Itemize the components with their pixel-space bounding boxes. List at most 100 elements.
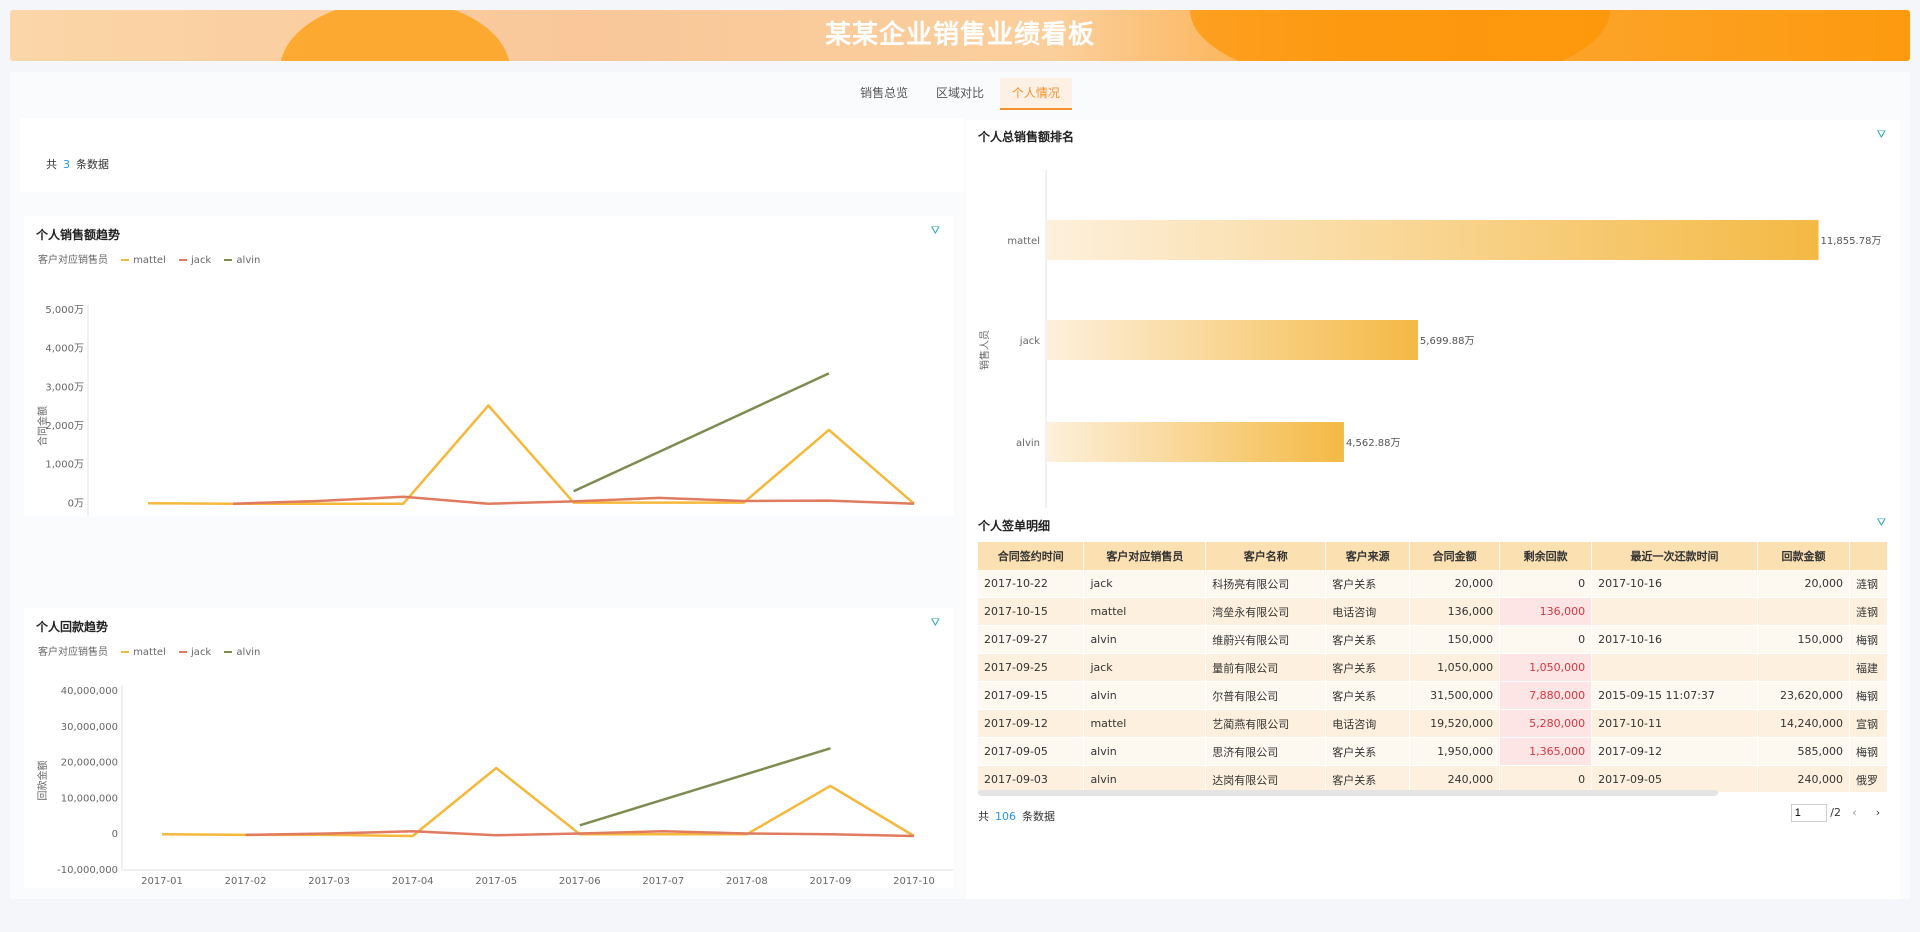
table-row[interactable]: 2017-09-05 alvin 思济有限公司 客户关系 1,950,000 1,365,…: [978, 737, 1888, 766]
table-cell: 2017-09-05: [978, 737, 1085, 766]
y-tick-label: -10,000,000: [57, 865, 118, 876]
column-header[interactable]: 合同签约时间: [978, 542, 1085, 570]
sales-trend-card: 个人销售额趋势 ⛛ 客户对应销售员 mattel jack alvin -1,0…: [24, 216, 954, 516]
pagination: /2 ‹ ›: [1790, 804, 1888, 822]
table-row[interactable]: 2017-09-25 jack 量前有限公司 客户关系 1,050,000 1,050,0…: [978, 653, 1888, 682]
y-tick-label: 2,000万: [45, 421, 84, 432]
column-header[interactable]: 合同金额: [1409, 542, 1501, 570]
detail-card: 个人签单明细 ⛛ 合同签约时间 客户对应销售员 客户名称 客户来源 合同金额 剩余回款 最近…: [966, 508, 1900, 899]
table-cell: 2017-09-27: [978, 625, 1085, 654]
table-cell: 达岗有限公司: [1205, 765, 1327, 792]
series-line-alvin: [579, 747, 831, 827]
y-tick-label: 40,000,000: [61, 686, 118, 697]
table-cell: 23,620,000: [1757, 681, 1850, 710]
table-cell: 240,000: [1757, 765, 1850, 792]
legend-item-mattel[interactable]: mattel: [121, 647, 166, 658]
column-header[interactable]: 客户对应销售员: [1083, 542, 1207, 570]
y-tick-label: 20,000,000: [61, 758, 118, 769]
table-cell: jack: [1083, 653, 1207, 682]
page-input[interactable]: [1790, 804, 1827, 822]
table-cell: 31,500,000: [1409, 681, 1501, 710]
table-row[interactable]: 2017-10-22 jack 科扬亮有限公司 客户关系 20,000 0 2017-10-…: [978, 570, 1888, 598]
table-cell: 2017-09-25: [978, 653, 1085, 682]
tab-personal[interactable]: 个人情况: [999, 78, 1072, 110]
table-cell: 2017-10-11: [1591, 709, 1758, 738]
column-header[interactable]: 回款金额: [1757, 542, 1850, 570]
legend-swatch: [224, 259, 233, 261]
table-cell: alvin: [1083, 737, 1207, 766]
y-axis-label: 合同金额: [36, 406, 49, 446]
table-cell: alvin: [1083, 625, 1207, 654]
payment-trend-chart: -10,000,000 0 10,000,000 20,000,000 30,000,0…: [36, 685, 954, 887]
page-title: 某某企业销售业绩看板: [824, 20, 1095, 50]
prev-page-icon[interactable]: ‹: [1852, 806, 1857, 819]
legend-item-jack[interactable]: jack: [179, 255, 211, 266]
tab-sales-overview[interactable]: 销售总览: [860, 86, 909, 100]
legend-label: mattel: [133, 647, 166, 658]
legend-item-mattel[interactable]: mattel: [121, 255, 166, 266]
table-cell: 2017-10-22: [978, 570, 1085, 598]
table-cell: 240,000: [1409, 765, 1501, 792]
summary-card: 共 3 条数据: [20, 118, 964, 192]
table-row[interactable]: 2017-09-27 alvin 维蔚兴有限公司 客户关系 150,000 0 2017-1…: [978, 625, 1888, 654]
table-row[interactable]: 2017-10-15 mattel 湾垒永有限公司 电话咨询 136,000 136,00…: [978, 597, 1888, 626]
ranking-title: 个人总销售额排名: [978, 130, 1075, 144]
legend-item-alvin[interactable]: alvin: [224, 647, 260, 658]
table-cell: 5,280,000: [1499, 709, 1593, 738]
table-cell: 0: [1499, 570, 1593, 598]
table-cell: jack: [1083, 570, 1207, 598]
table-cell: 14,240,000: [1757, 709, 1850, 738]
y-tick-label: 0万: [68, 498, 84, 509]
filter-icon[interactable]: ⛛: [1876, 128, 1886, 141]
table-cell: 136,000: [1409, 597, 1501, 626]
table-cell: alvin: [1083, 681, 1207, 710]
y-tick-label: 10,000,000: [61, 793, 118, 804]
table-cell: 客户关系: [1325, 737, 1411, 766]
tab-region-compare[interactable]: 区域对比: [935, 86, 984, 100]
legend-swatch: [224, 651, 233, 653]
x-tick-label: 2017-10: [893, 876, 935, 887]
table-cell: 宣钢: [1849, 709, 1888, 738]
table-cell: [1591, 597, 1758, 626]
legend-swatch: [179, 259, 188, 261]
table-cell: mattel: [1083, 597, 1207, 626]
column-header[interactable]: 最近一次还款时间: [1591, 542, 1758, 570]
table-row[interactable]: 2017-09-12 mattel 艺蔺燕有限公司 电话咨询 19,520,000 5,2…: [978, 709, 1888, 738]
x-tick-label: 2017-08: [726, 876, 768, 887]
y-tick-label: 4,000万: [45, 344, 84, 355]
series-line-jack: [233, 495, 915, 505]
category-label: jack: [1019, 336, 1040, 347]
table-cell: 7,880,000: [1499, 681, 1593, 710]
table-row[interactable]: 2017-09-15 alvin 尔普有限公司 客户关系 31,500,000 7,880…: [978, 681, 1888, 710]
detail-count-suffix: 条数据: [1022, 810, 1055, 823]
y-tick-label: 5,000万: [45, 305, 84, 316]
table-cell: 1,050,000: [1409, 653, 1501, 682]
table-cell: 1,050,000: [1499, 653, 1593, 682]
bar-mattel: [1047, 220, 1819, 260]
legend-item-jack[interactable]: jack: [179, 647, 211, 658]
next-page-icon[interactable]: ›: [1875, 806, 1881, 819]
table-cell: 20,000: [1757, 570, 1850, 598]
summary-count: 共 3 条数据: [46, 156, 109, 172]
legend-label: alvin: [236, 647, 261, 658]
filter-icon[interactable]: ⛛: [1876, 516, 1886, 529]
table-row[interactable]: 2017-09-03 alvin 达岗有限公司 客户关系 240,000 0 2017-09…: [978, 765, 1888, 792]
column-header[interactable]: 剩余回款: [1499, 542, 1593, 570]
series-line-mattel: [147, 404, 915, 505]
y-axis-label: 销售人员: [978, 330, 991, 370]
filter-icon[interactable]: ⛛: [930, 224, 940, 237]
column-header[interactable]: 客户来源: [1325, 542, 1411, 570]
filter-icon[interactable]: ⛛: [930, 616, 940, 629]
detail-count: 共 106 条数据: [978, 808, 1055, 824]
column-header[interactable]: 客户名称: [1205, 542, 1327, 570]
legend-item-alvin[interactable]: alvin: [224, 255, 260, 266]
table-cell: 0: [1499, 765, 1593, 792]
detail-table-wrapper[interactable]: 合同签约时间 客户对应销售员 客户名称 客户来源 合同金额 剩余回款 最近一次还款时间 回款金…: [978, 542, 1888, 792]
column-header[interactable]: [1849, 542, 1888, 570]
table-cell: 俄罗: [1849, 765, 1888, 792]
bar-jack: [1047, 320, 1418, 360]
horizontal-scrollbar[interactable]: [978, 790, 1718, 796]
legend-swatch: [121, 651, 130, 653]
series-line-jack: [245, 830, 915, 838]
table-cell: 湾垒永有限公司: [1205, 597, 1327, 626]
